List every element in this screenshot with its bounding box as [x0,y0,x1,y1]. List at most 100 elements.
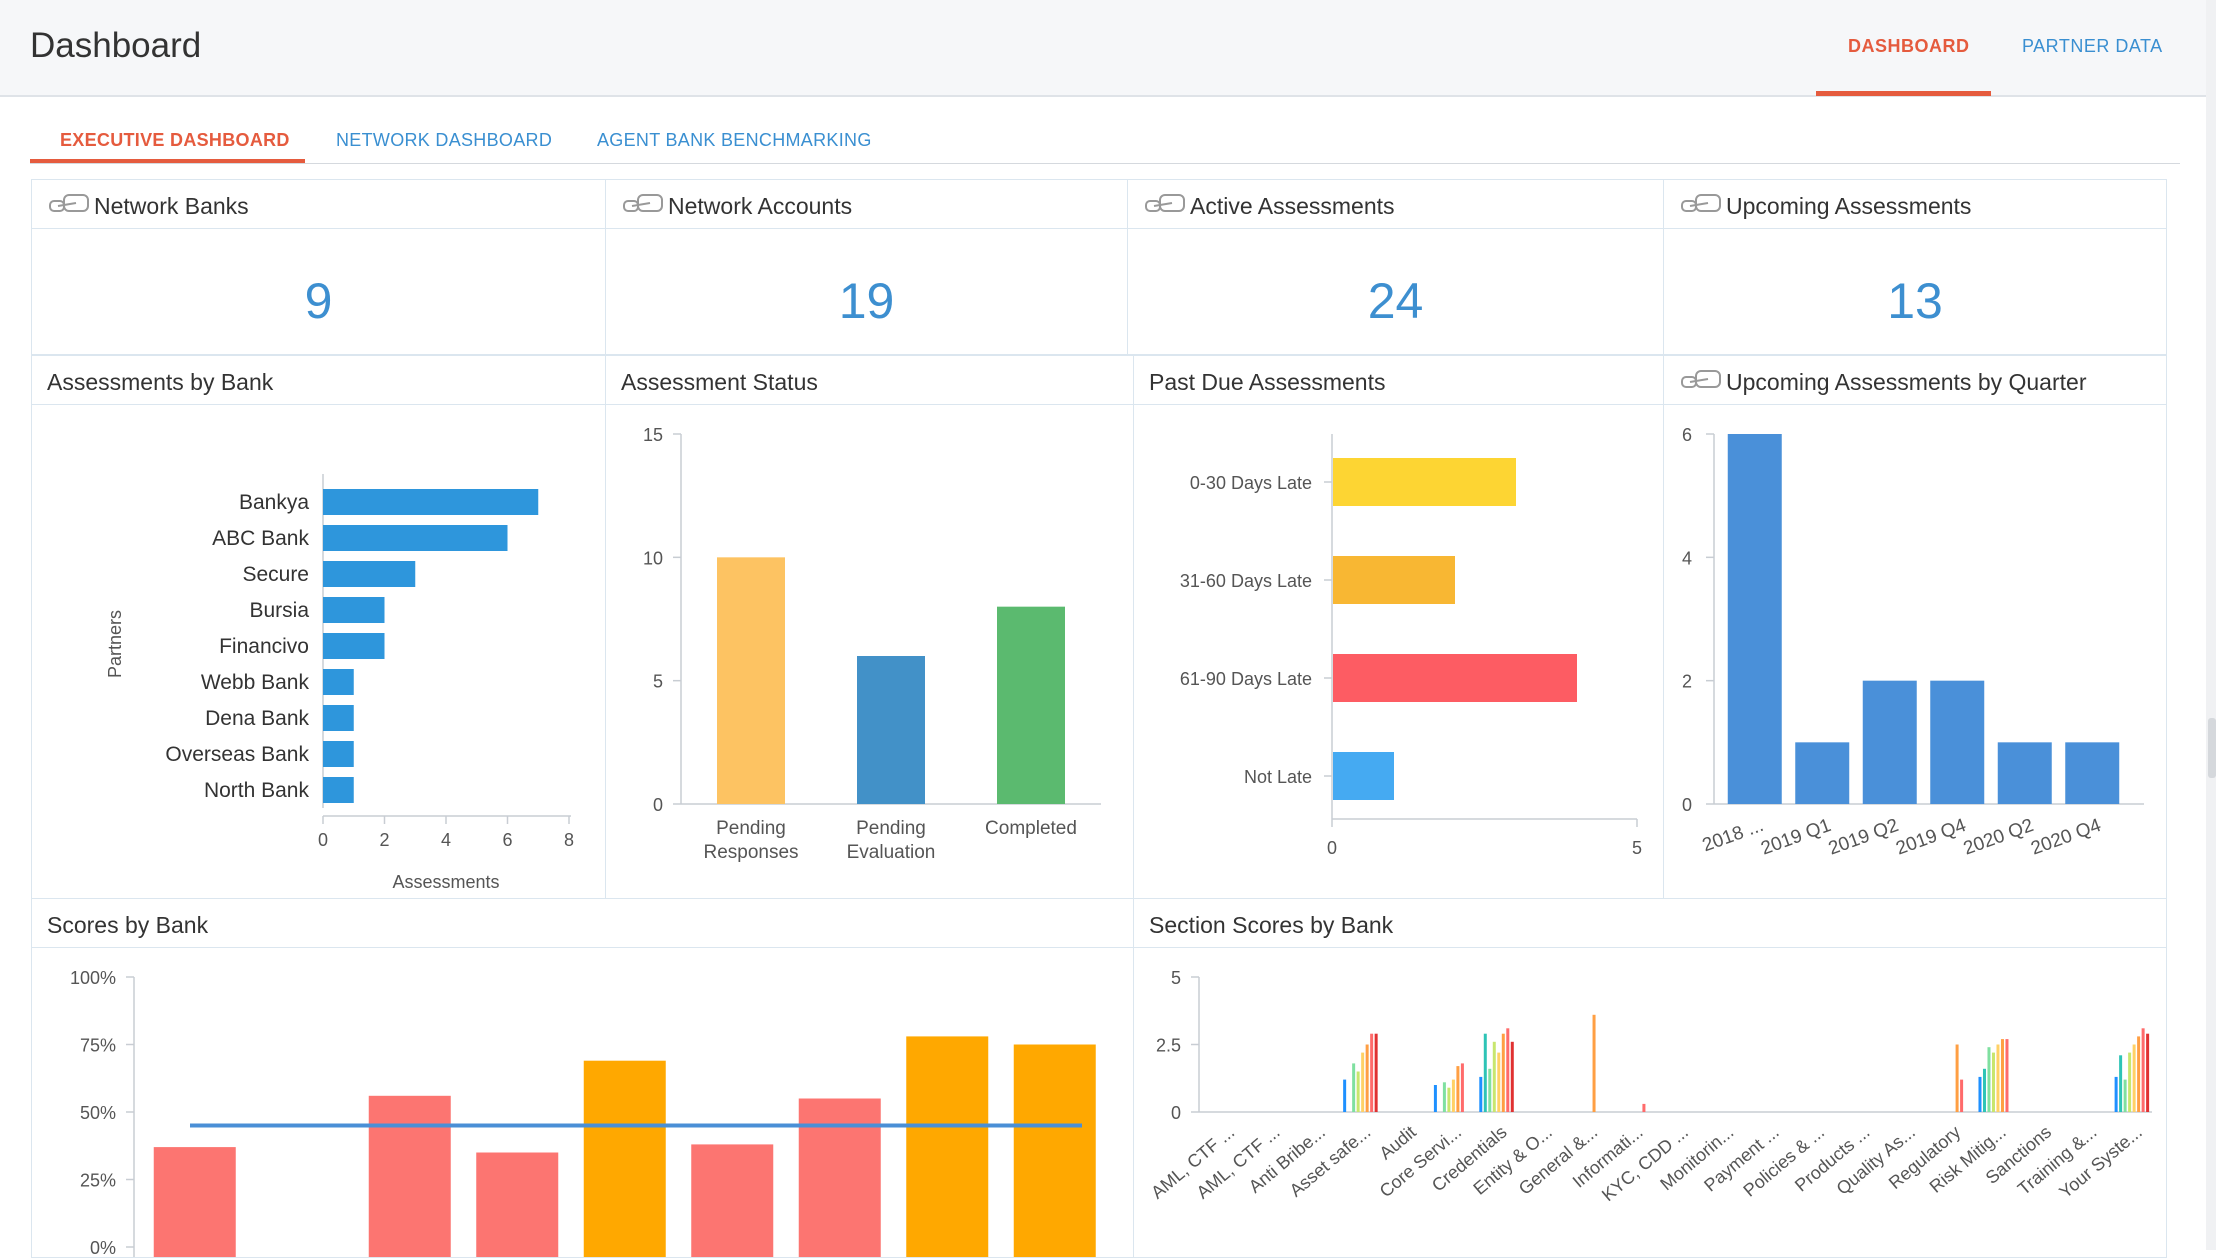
link-icon[interactable] [1680,368,1724,392]
y-tick-label: 100% [70,968,116,988]
y-tick-label: 10 [643,548,663,568]
category-label: Completed [985,818,1077,839]
panel-header: Active Assessments [1128,180,1663,229]
bar [1492,1041,1496,1112]
panel-title: Assessment Status [621,369,818,395]
bar [1960,1079,1964,1112]
y-tick-label: 50% [80,1103,116,1123]
link-icon[interactable] [622,192,666,216]
category-label: Overseas Bank [165,743,309,766]
kpi-title: Network Banks [94,193,249,219]
kpi-value: 9 [304,273,333,329]
bar [1982,1068,1986,1112]
page-scrollbar-thumb[interactable] [2208,718,2216,778]
bar [798,1098,881,1257]
kpi-value: 13 [1887,273,1943,329]
bar [1365,1044,1369,1112]
panel-header: Network Banks [32,180,605,229]
panel-past-due: Past Due Assessments 0-30 Days Late 31-60… [1133,355,1664,900]
kpi-upcoming-assessments: Upcoming Assessments 13 [1663,179,2167,355]
y-tick-label: 5 [653,672,663,692]
kpi-active-assessments: Active Assessments 24 [1127,179,1664,355]
x-tick-label: 2 [379,830,389,850]
bar [857,656,925,804]
bar [2065,742,2120,804]
panel-title: Assessments by Bank [47,369,274,395]
category-label: 61-90 Days Late [1180,669,1312,689]
bar [1333,458,1516,506]
panel-assessment-status: Assessment Status 0 5 10 15 Pending Responses… [605,355,1134,900]
bar [1488,1068,1492,1112]
bar [1442,1082,1446,1112]
category-label: Financivo [219,635,309,658]
category-label: 2020 Q2 [1961,815,2037,860]
bar [2114,1076,2118,1112]
y-tick-label: 0 [1171,1103,1181,1123]
bar [1433,1085,1437,1112]
kpi-value: 24 [1367,273,1424,329]
category-label: 31-60 Days Late [1180,571,1312,591]
dashboard-tabs: EXECUTIVE DASHBOARD NETWORK DASHBOARD AG… [30,118,2180,164]
bar [1506,1028,1510,1112]
tab-agent-bank-benchmarking[interactable]: AGENT BANK BENCHMARKING [597,130,872,150]
category-label: 2019 Q1 [1758,815,1834,860]
tab-active-indicator [30,159,305,163]
assessment-status-chart: 0 5 10 15 Pending Responses Pending Evaluation C… [643,425,1101,863]
category-label: 2020 Q4 [2028,815,2104,860]
link-icon[interactable] [1144,192,1188,216]
x-axis-title: Assessments [392,872,499,892]
panel-header: Network Accounts [606,180,1127,229]
bar [1451,1079,1455,1112]
category-label: Bursia [249,599,309,622]
top-bar: Dashboard DASHBOARD PARTNER DATA [0,0,2216,97]
bar [1479,1076,1483,1112]
category-label: Dena Bank [205,707,309,730]
nav-dashboard[interactable]: DASHBOARD [1848,36,1970,56]
bar [476,1152,559,1257]
bar [2005,1039,2009,1112]
bar [1013,1044,1096,1257]
page-scrollbar[interactable] [2206,0,2216,1250]
bar [1978,1076,1982,1112]
panel-header: Section Scores by Bank [1134,899,2166,948]
bar [2141,1028,2145,1112]
bar [2123,1079,2127,1112]
link-icon[interactable] [48,192,92,216]
bar [2137,1036,2141,1112]
panel-section-scores: Section Scores by Bank 0 2.5 5 AML, CTF ...… [1133,898,2167,1258]
category-label: Bankya [239,491,309,514]
bar [906,1036,989,1257]
y-tick-label: 0% [90,1238,116,1257]
tab-executive-dashboard[interactable]: EXECUTIVE DASHBOARD [60,130,290,150]
bar [1862,680,1917,804]
bar [1352,1063,1356,1112]
link-icon[interactable] [1680,192,1724,216]
bar [2128,1052,2132,1112]
x-tick-label: 0 [1327,838,1337,858]
tab-network-dashboard[interactable]: NETWORK DASHBOARD [336,130,553,150]
category-label: 0-30 Days Late [1190,473,1312,493]
y-tick-label: 4 [1682,548,1692,568]
bar [1333,752,1394,800]
bar [323,741,354,767]
panel-title: Scores by Bank [47,912,209,938]
bar [1497,1052,1501,1112]
past-due-chart: 0-30 Days Late 31-60 Days Late 61-90 Days … [1180,434,1642,858]
category-label: North Bank [204,779,310,802]
x-tick-label: 8 [564,830,574,850]
bar [323,489,539,515]
bar [1727,434,1782,804]
panel-header: Assessments by Bank [32,356,605,405]
bar [368,1095,451,1257]
bar [153,1147,236,1257]
category-label: ABC Bank [212,527,309,550]
kpi-network-accounts: Network Accounts 19 [605,179,1128,355]
bar [1987,1047,1991,1112]
nav-partner-data[interactable]: PARTNER DATA [2022,36,2163,56]
kpi-title: Upcoming Assessments [1726,193,1972,219]
panel-header: Past Due Assessments [1134,356,1663,405]
bar [323,561,416,587]
kpi-title: Network Accounts [668,193,853,219]
bar [1356,1071,1360,1112]
